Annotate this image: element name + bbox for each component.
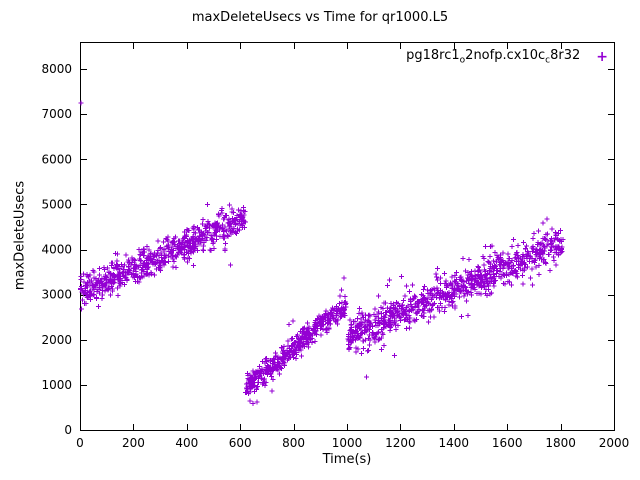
legend: pg18rc1o2nofp.cx10cc8r32 +	[406, 48, 608, 66]
x-tick-label: 1000	[332, 436, 363, 450]
y-tick-label: 8000	[41, 62, 72, 76]
axes	[80, 42, 615, 431]
y-tick-label: 6000	[41, 152, 72, 166]
legend-label-part: 8r32	[550, 48, 581, 63]
legend-label-subscript: c	[545, 55, 551, 66]
x-tick-label: 400	[175, 436, 198, 450]
scatter-points	[78, 100, 566, 406]
legend-series-label: pg18rc1o2nofp.cx10cc8r32	[406, 48, 580, 66]
x-tick-label: 2000	[599, 436, 630, 450]
outlier-points	[78, 100, 404, 406]
legend-label-part: 2nofp.cx10c	[465, 48, 546, 63]
x-tick-label: 1400	[439, 436, 470, 450]
x-tick-label: 1200	[385, 436, 416, 450]
x-tick-label: 1600	[492, 436, 523, 450]
y-tick-label: 2000	[41, 333, 72, 347]
segment-points	[78, 202, 248, 312]
x-tick-label: 200	[122, 436, 145, 450]
x-tick-label: 600	[229, 436, 252, 450]
x-tick-label: 0	[76, 436, 84, 450]
y-tick-label: 7000	[41, 107, 72, 121]
legend-label-subscript: o	[459, 55, 466, 66]
tick-labels: 0 200 400 600 800 1000 1200 1400 1600 1800 2000 0 10…	[41, 62, 629, 450]
x-tick-label: 800	[282, 436, 305, 450]
y-tick-label: 4000	[41, 243, 72, 257]
x-tick-label: 1800	[545, 436, 576, 450]
y-tick-label: 0	[64, 423, 72, 437]
y-tick-label: 3000	[41, 288, 72, 302]
segment-points	[345, 216, 566, 380]
legend-label-part: pg18rc1	[406, 48, 460, 63]
y-axis-label: maxDeleteUsecs	[12, 180, 28, 291]
chart-title: maxDeleteUsecs vs Time for qr1000.L5	[191, 10, 449, 25]
legend-plus-marker: +	[596, 48, 608, 65]
y-tick-label: 5000	[41, 197, 72, 211]
y-tick-label: 1000	[41, 378, 72, 392]
segment-points	[243, 275, 349, 396]
x-axis-label: Time(s)	[322, 452, 372, 467]
